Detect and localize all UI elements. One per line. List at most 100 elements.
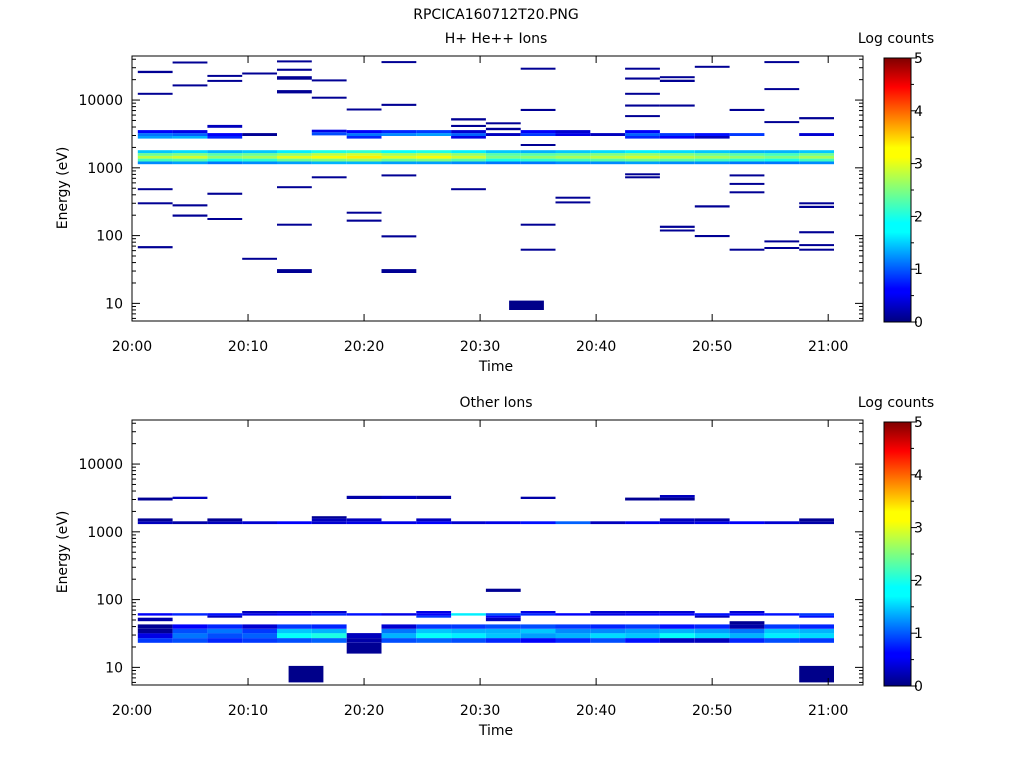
heatmap-cell — [451, 628, 486, 634]
heatmap-cell — [764, 150, 800, 154]
heatmap-cell — [346, 108, 382, 111]
heatmap-cell — [451, 133, 486, 136]
heatmap-cell — [625, 92, 660, 95]
heatmap-cell — [277, 76, 312, 80]
heatmap-cell — [172, 61, 208, 64]
heatmap-cell — [207, 155, 243, 159]
heatmap-cell — [520, 633, 556, 639]
heatmap-cell — [172, 628, 208, 634]
heatmap-cell — [207, 615, 243, 618]
heatmap-cell — [485, 628, 521, 634]
heatmap-cell — [659, 79, 695, 82]
heatmap-cell — [729, 621, 765, 625]
heatmap-cell — [137, 497, 173, 501]
heatmap-cell — [346, 158, 382, 162]
heatmap-cell — [207, 124, 243, 128]
heatmap-cell — [659, 104, 695, 107]
heatmap-cell — [625, 158, 660, 162]
heatmap-cell — [172, 613, 208, 616]
heatmap-cell — [381, 103, 417, 106]
heatmap-cell — [311, 638, 347, 643]
heatmap-cell — [764, 613, 800, 616]
x-tick-label: 20:10 — [228, 339, 268, 355]
heatmap-cell — [346, 130, 382, 134]
heatmap-cell — [311, 153, 347, 156]
figure-title: RPCICA160712T20.PNG — [413, 7, 578, 23]
heatmap-cell — [416, 158, 452, 162]
heatmap-cell — [520, 611, 556, 614]
heatmap-cell — [207, 133, 243, 136]
heatmap-cell — [137, 628, 173, 634]
heatmap-cell — [311, 79, 347, 82]
heatmap-cell — [207, 158, 243, 162]
heatmap-cell — [590, 611, 626, 614]
heatmap-cell — [451, 155, 486, 159]
colorbar-ticks: 0 1 2 3 4 5 — [911, 51, 923, 331]
heatmap-cell — [764, 153, 800, 156]
heatmap-cell — [729, 633, 765, 639]
heatmap-cell — [311, 624, 347, 629]
heatmap-cell — [799, 518, 834, 522]
heatmap-cell — [207, 638, 243, 643]
heatmap-cell — [485, 613, 521, 616]
heatmap-cell — [729, 191, 765, 194]
heatmap-cell — [277, 611, 312, 614]
heatmap-cell — [172, 136, 208, 139]
heatmap-cell — [520, 67, 556, 70]
heatmap-cell — [485, 588, 521, 592]
heatmap-cell — [625, 173, 660, 176]
heatmap-cell — [590, 613, 626, 616]
heatmap-cell — [764, 240, 800, 243]
heatmap-cell — [799, 231, 834, 234]
heatmap-cell — [172, 496, 208, 499]
heatmap-cell — [451, 188, 486, 191]
heatmap-cell — [137, 518, 173, 522]
heatmap-cell — [381, 613, 417, 616]
heatmap-cell — [520, 248, 556, 251]
heatmap-cell — [659, 497, 695, 501]
heatmap-cell — [381, 235, 417, 238]
heatmap-cell — [137, 153, 173, 156]
heatmap-cell — [416, 155, 452, 159]
heatmap-cell — [485, 638, 521, 643]
heatmap-cell — [311, 176, 347, 179]
heatmap-cell — [381, 61, 417, 64]
heatmap-cell — [694, 136, 730, 139]
heatmap-cell — [590, 624, 626, 629]
heatmap-cell — [381, 495, 417, 499]
heatmap-cell — [207, 628, 243, 634]
heatmap-cell — [346, 518, 382, 522]
heatmap-cell — [277, 153, 312, 156]
heatmap-cell — [137, 155, 173, 159]
heatmap-cell — [277, 269, 312, 273]
y-tick-label: 100 — [96, 593, 123, 609]
heatmap-cell — [694, 613, 730, 616]
heatmap-cell — [799, 133, 834, 136]
heatmap-cell — [729, 611, 765, 614]
heatmap-cell — [799, 248, 834, 251]
heatmap-cell — [451, 613, 486, 616]
heatmap-cell — [555, 638, 591, 643]
heatmap-cell — [625, 133, 660, 136]
heatmap-cell — [659, 633, 695, 639]
heatmap-cell — [137, 202, 173, 205]
heatmap-cell — [288, 665, 324, 683]
heatmap-cell — [729, 628, 765, 634]
heatmap-cell — [764, 61, 800, 64]
heatmap-cell — [520, 153, 556, 156]
heatmap-cell — [799, 150, 834, 154]
heatmap-cell — [137, 150, 173, 154]
heatmap-cell — [277, 638, 312, 643]
heatmap-cell — [590, 633, 626, 639]
heatmap-cell — [659, 155, 695, 159]
heatmap-cell — [277, 60, 312, 63]
heatmap-cell — [590, 638, 626, 643]
colorbar-label: Log counts — [858, 31, 934, 47]
plot-frame — [131, 419, 864, 686]
heatmap-cell — [416, 150, 452, 154]
colorbar-tick-label: 3 — [914, 157, 923, 173]
y-tick-label: 100 — [96, 229, 123, 245]
heatmap-cell — [485, 150, 521, 154]
y-tick-label: 10 — [105, 296, 123, 312]
heatmap-cell — [381, 638, 417, 643]
